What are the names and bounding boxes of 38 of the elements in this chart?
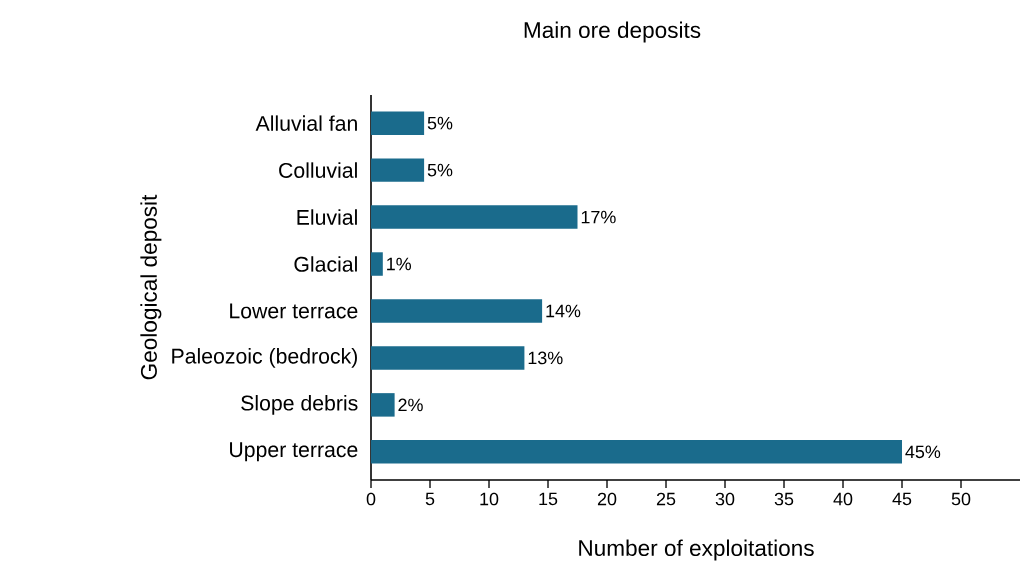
data-label: 45% [905, 445, 941, 459]
x-tick-label: 35 [774, 492, 794, 506]
x-tick-label: 45 [892, 492, 912, 506]
bar [371, 158, 425, 182]
data-label: 2% [398, 398, 423, 412]
data-label: 14% [546, 304, 581, 318]
y-tick-label: Glacial [294, 256, 357, 272]
x-tick-label: 40 [833, 492, 853, 506]
x-tick-label: 30 [715, 492, 735, 506]
x-tick-label: 5 [425, 492, 435, 506]
data-label: 13% [528, 351, 563, 365]
x-tick-label: 50 [951, 492, 971, 506]
bar [371, 111, 425, 135]
x-tick-label: 25 [656, 492, 676, 506]
x-tick-label: 15 [539, 492, 558, 506]
y-tick-label: Slope debris [241, 394, 358, 415]
data-label: 17% [581, 210, 616, 224]
bar [371, 393, 395, 417]
x-tick-label: 20 [597, 492, 617, 506]
x-tick-label: 10 [480, 492, 499, 506]
bar [371, 346, 525, 370]
data-label: 5% [427, 163, 453, 177]
bar [371, 299, 543, 323]
bar [371, 252, 383, 276]
x-tick-label: 0 [366, 492, 376, 506]
chart-title: Main ore deposits [524, 21, 701, 43]
y-tick-label: Alluvial fan [255, 115, 357, 131]
y-tick-label: Lower terrace [230, 303, 358, 319]
y-tick-label: Colluvial [279, 162, 357, 178]
y-axis-title: Geological deposit [140, 194, 162, 380]
data-label: 5% [427, 116, 453, 130]
x-axis-title: Number of exploitations [579, 539, 814, 561]
data-label: 1% [387, 257, 412, 271]
y-tick-label: Upper terrace [230, 442, 358, 462]
bar [371, 205, 578, 229]
y-tick-label: Paleozoic (bedrock) [172, 348, 357, 368]
y-tick-label: Eluvial [297, 209, 357, 225]
bar [371, 440, 903, 464]
